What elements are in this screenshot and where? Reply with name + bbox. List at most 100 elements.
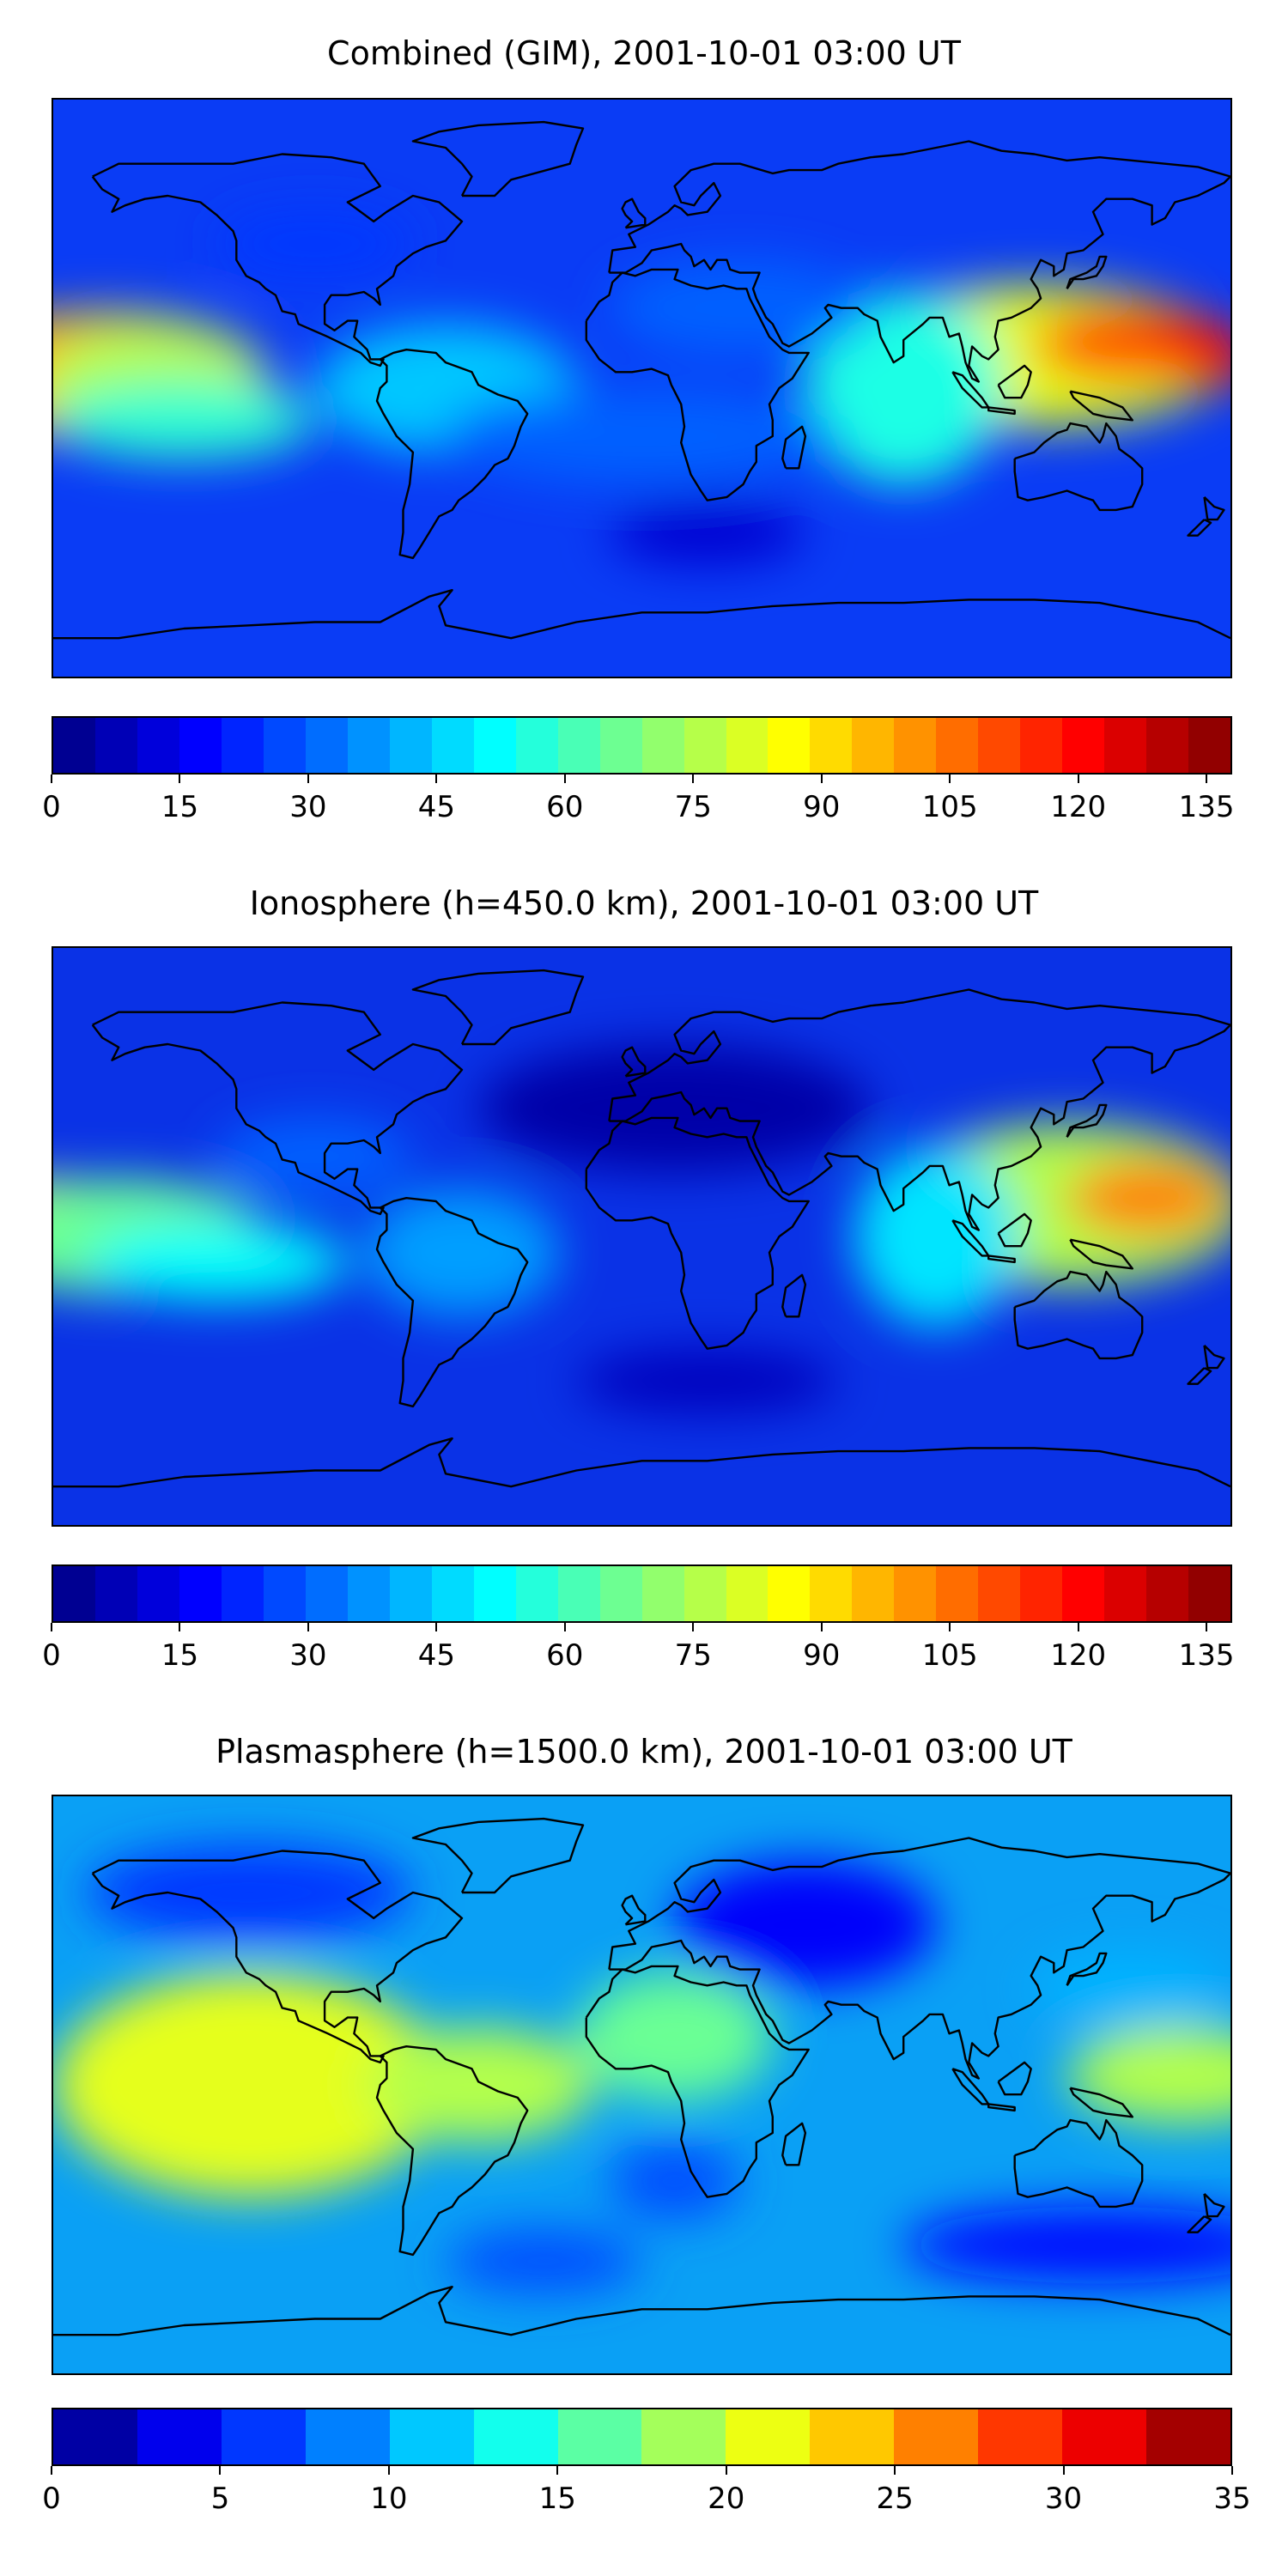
coastline (1066, 255, 1108, 289)
field-blob (216, 1117, 413, 1195)
field-blob (1066, 1159, 1230, 1236)
field-blob (53, 381, 315, 459)
colorbar-tick (1231, 2466, 1233, 2475)
colorbar-segment (1145, 2409, 1230, 2464)
colorbar-segment (810, 2409, 895, 2464)
colorbar-segment (94, 718, 137, 773)
colorbar-tick-label: 60 (546, 1638, 584, 1673)
colorbar-segment (768, 1566, 811, 1621)
panel-1-colorbar-ticks: 0 15 30 45 60 75 90 105 120 135 (42, 775, 1235, 826)
colorbar-segment (221, 1566, 264, 1621)
panel-1-map-svg (53, 100, 1230, 677)
colorbar-tick-label: 10 (370, 2482, 408, 2516)
colorbar-segment (641, 2409, 726, 2464)
coastline (608, 140, 1230, 383)
coastline (608, 988, 1230, 1231)
colorbar-tick-label: 60 (546, 790, 584, 824)
colorbar-segment (179, 718, 222, 773)
colorbar-tick-label: 30 (289, 1638, 327, 1673)
field-blob (576, 1348, 838, 1413)
panel-2-map-svg (53, 948, 1230, 1525)
colorbar-segment (347, 1566, 390, 1621)
colorbar-segment (810, 1566, 853, 1621)
colorbar-segment (137, 2409, 222, 2464)
panel-2-title: Ionosphere (h=450.0 km), 2001-10-01 03:0… (249, 884, 1039, 922)
colorbar-segment (599, 1566, 642, 1621)
coastline (585, 268, 810, 501)
field-blob (609, 2142, 740, 2220)
colorbar-segment (726, 1566, 769, 1621)
field-blob (1155, 324, 1230, 388)
colorbar-tick (725, 2466, 727, 2475)
colorbar-tick-label: 75 (674, 790, 712, 824)
field-blob (53, 1972, 446, 2197)
colorbar-segment (1020, 1566, 1063, 1621)
colorbar-tick (563, 775, 566, 783)
colorbar-segment (263, 1566, 306, 1621)
field-blob (576, 1972, 773, 2101)
colorbar-tick-label: 135 (1178, 1638, 1235, 1673)
panel-2-colorbar (52, 1564, 1232, 1623)
colorbar-segment (389, 2409, 474, 2464)
coastline (1069, 390, 1134, 422)
colorbar-segment (683, 1566, 726, 1621)
colorbar-segment (1188, 718, 1231, 773)
colorbar-tick-label: 105 (921, 790, 978, 824)
coastline (951, 2068, 990, 2105)
colorbar-segment (389, 718, 432, 773)
coastline (987, 406, 1016, 416)
field-blob (363, 2026, 593, 2143)
field-blob (446, 388, 838, 484)
panel-1-colorbar (52, 716, 1232, 775)
colorbar-tick-label: 120 (1050, 790, 1107, 824)
coastline (997, 1212, 1032, 1248)
colorbar-segment (768, 718, 811, 773)
colorbar-segment (179, 1566, 222, 1621)
colorbar-tick (219, 2466, 222, 2475)
coastline (91, 1850, 464, 2064)
colorbar-segment (221, 2409, 306, 2464)
colorbar-segment (599, 718, 642, 773)
colorbar-segment (936, 718, 979, 773)
colorbar-segment (1020, 718, 1063, 773)
colorbar-tick (949, 1623, 951, 1631)
colorbar-segment (894, 2409, 979, 2464)
colorbar-tick-label: 0 (42, 2482, 61, 2516)
colorbar-tick-label: 90 (803, 790, 841, 824)
colorbar-tick-label: 15 (538, 2482, 576, 2516)
colorbar-tick (1077, 1623, 1079, 1631)
colorbar-tick-label: 90 (803, 1638, 841, 1673)
colorbar-segment (852, 718, 895, 773)
colorbar-tick (1077, 775, 1079, 783)
colorbar-segment (641, 1566, 684, 1621)
panel-3-colorbar (52, 2408, 1232, 2466)
colorbar-segment (305, 2409, 390, 2464)
coastline (585, 1116, 810, 1350)
colorbar-segment (431, 718, 474, 773)
colorbar-segment (473, 2409, 558, 2464)
coastline (621, 1046, 647, 1078)
colorbar-tick-label: 35 (1213, 2482, 1251, 2516)
colorbar-segment (473, 718, 516, 773)
field-blob (854, 1146, 1018, 1327)
coastline (53, 589, 1230, 640)
colorbar-tick (692, 1623, 695, 1631)
coastline (53, 1437, 1230, 1488)
panel-2-map (52, 946, 1232, 1527)
colorbar-segment (263, 718, 306, 773)
colorbar-segment (473, 1566, 516, 1621)
colorbar-tick (307, 775, 309, 783)
colorbar-segment (557, 1566, 600, 1621)
colorbar-tick (435, 775, 438, 783)
colorbar-segment (389, 1566, 432, 1621)
coastline (375, 349, 529, 560)
coastline (1187, 519, 1212, 537)
colorbar-segment (515, 718, 558, 773)
colorbar-segment (894, 1566, 937, 1621)
coastline (1203, 2193, 1225, 2218)
coastline (987, 2103, 1016, 2112)
colorbar-segment (978, 2409, 1063, 2464)
colorbar-segment (810, 718, 853, 773)
coastline (411, 120, 585, 197)
coastline (1069, 1238, 1134, 1270)
